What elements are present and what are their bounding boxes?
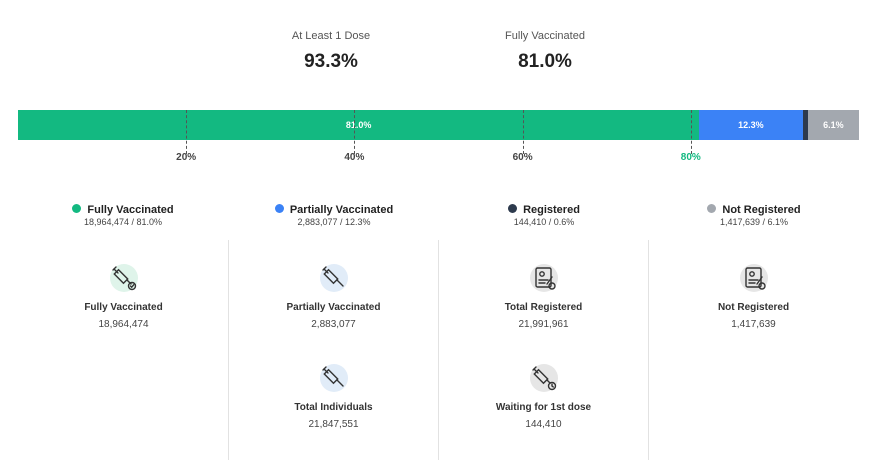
stat-value: 144,410 xyxy=(525,419,562,430)
stat-title: Total Registered xyxy=(504,302,583,313)
bar-segment-label: 81.0% xyxy=(345,120,372,130)
legend-detail: 144,410 / 0.6% xyxy=(513,217,575,227)
stat-title: Partially Vaccinated xyxy=(286,302,381,313)
registration-certificate-icon xyxy=(529,264,558,292)
legend-item-registered: Registered 144,410 / 0.6% xyxy=(444,204,644,227)
summary-label: At Least 1 Dose xyxy=(291,30,371,42)
summary-value: 81.0% xyxy=(518,51,572,72)
tick-line xyxy=(186,110,188,154)
legend-dot-icon xyxy=(274,204,284,213)
legend-name: Registered xyxy=(523,204,580,216)
tick-line xyxy=(690,110,692,154)
column-registered: Total Registered 21,991,961 Waiting for … xyxy=(438,240,648,460)
legend-name: Partially Vaccinated xyxy=(289,204,394,216)
column-fully-vaccinated: Fully Vaccinated 18,964,474 xyxy=(19,240,228,460)
summary-fully-vaccinated: Fully Vaccinated 81.0% xyxy=(465,30,625,73)
bar-segment-label: 12.3% xyxy=(738,120,764,130)
legend-dot-icon xyxy=(72,204,82,213)
bar-segment-fully-vaccinated: 81.0% xyxy=(18,110,700,140)
stat-card-total-individuals: Total Individuals 21,847,551 xyxy=(229,364,438,430)
stat-card-waiting-first-dose: Waiting for 1st dose 144,410 xyxy=(439,364,648,430)
legend-item-partially-vaccinated: Partially Vaccinated 2,883,077 / 12.3% xyxy=(234,204,434,227)
legend-dot-icon xyxy=(508,204,518,213)
column-partially-vaccinated: Partially Vaccinated 2,883,077 Total Ind… xyxy=(228,240,438,460)
column-not-registered: Not Registered 1,417,639 xyxy=(648,240,858,460)
syringe-clock-icon xyxy=(529,364,558,392)
stat-title: Total Individuals xyxy=(294,402,373,413)
stat-card-total-registered: Total Registered 21,991,961 xyxy=(439,264,648,330)
bar-segment-not-registered: 6.1% xyxy=(807,110,859,140)
stat-card-fully-vaccinated: Fully Vaccinated 18,964,474 xyxy=(19,264,228,330)
legend-name: Fully Vaccinated xyxy=(87,204,174,216)
stat-card-not-registered: Not Registered 1,417,639 xyxy=(649,264,858,330)
summary-at-least-one-dose: At Least 1 Dose 93.3% xyxy=(251,30,411,73)
stat-card-partially-vaccinated: Partially Vaccinated 2,883,077 xyxy=(229,264,438,330)
tick-label: 60% xyxy=(512,152,533,163)
bar-segment-partially-vaccinated: 12.3% xyxy=(699,110,803,140)
legend-item-fully-vaccinated: Fully Vaccinated 18,964,474 / 81.0% xyxy=(23,204,223,227)
stat-title: Fully Vaccinated xyxy=(84,302,163,313)
tick-label: 20% xyxy=(176,152,197,163)
stat-value: 2,883,077 xyxy=(311,319,356,330)
legend-name: Not Registered xyxy=(722,204,801,216)
syringe-icon xyxy=(319,364,348,392)
tick-label: 80% xyxy=(680,152,701,163)
legend-detail: 18,964,474 / 81.0% xyxy=(83,217,163,227)
tick-line xyxy=(354,110,356,154)
bar-segment-label: 6.1% xyxy=(823,120,844,130)
legend-dot-icon xyxy=(707,204,717,213)
summary-label: Fully Vaccinated xyxy=(505,30,585,42)
syringe-icon xyxy=(319,264,348,292)
legend-detail: 1,417,639 / 6.1% xyxy=(719,217,789,227)
stat-title: Not Registered xyxy=(717,302,790,313)
syringe-check-icon xyxy=(109,264,138,292)
stat-value: 21,991,961 xyxy=(518,319,569,330)
legend-item-not-registered: Not Registered 1,417,639 / 6.1% xyxy=(654,204,854,227)
legend-detail: 2,883,077 / 12.3% xyxy=(297,217,371,227)
stat-title: Waiting for 1st dose xyxy=(495,402,592,413)
stacked-progress-bar: 81.0% 12.3% 6.1% xyxy=(18,110,859,140)
tick-label: 40% xyxy=(344,152,365,163)
summary-value: 93.3% xyxy=(304,51,358,72)
stat-value: 21,847,551 xyxy=(308,419,359,430)
bar-segment-registered xyxy=(802,110,808,140)
stat-value: 18,964,474 xyxy=(98,319,149,330)
tick-line xyxy=(522,110,524,154)
stat-value: 1,417,639 xyxy=(731,319,776,330)
registration-certificate-icon xyxy=(739,264,768,292)
